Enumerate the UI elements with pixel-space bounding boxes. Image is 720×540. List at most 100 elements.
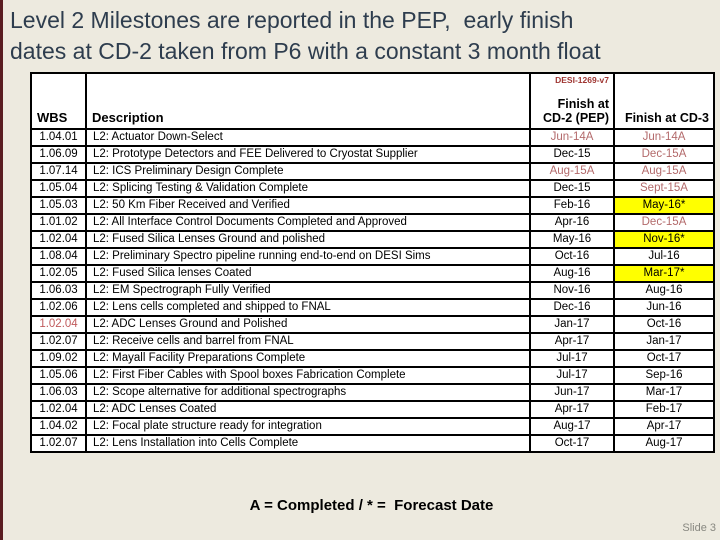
cd3-date-cell: Oct-16 (613, 315, 715, 334)
wbs-cell: 1.06.03 (30, 383, 87, 402)
milestones-table: WBS Description DESI-1269-v7 Finish at C… (30, 72, 715, 453)
table-row: 1.06.03 L2: EM Spectrograph Fully Verifi… (30, 281, 715, 300)
cd3-date-cell: Jun-14A (613, 128, 715, 147)
table-row: 1.04.01 L2: Actuator Down-Select Jun-14A… (30, 128, 715, 147)
cd2-date-cell: Dec-16 (529, 298, 615, 317)
cd2-date-cell: Apr-16 (529, 213, 615, 232)
table-row: 1.05.03 L2: 50 Km Fiber Received and Ver… (30, 196, 715, 215)
header-cd2: DESI-1269-v7 Finish at CD-2 (PEP) (529, 72, 615, 130)
description-cell: L2: Prototype Detectors and FEE Delivere… (85, 145, 531, 164)
wbs-cell: 1.08.04 (30, 247, 87, 266)
description-cell: L2: Focal plate structure ready for inte… (85, 417, 531, 436)
slide-number: Slide 3 (682, 522, 716, 534)
table-row: 1.09.02 L2: Mayall Facility Preparations… (30, 349, 715, 368)
cd3-date-cell: Aug-17 (613, 434, 715, 453)
cd2-date-cell: Jan-17 (529, 315, 615, 334)
cd3-date-cell: Mar-17* (613, 264, 715, 283)
cd2-date-cell: Jun-14A (529, 128, 615, 147)
table-body: 1.04.01 L2: Actuator Down-Select Jun-14A… (30, 128, 715, 453)
cd3-date-cell: Apr-17 (613, 417, 715, 436)
table-row: 1.06.09 L2: Prototype Detectors and FEE … (30, 145, 715, 164)
wbs-cell: 1.06.09 (30, 145, 87, 164)
doc-ref-label: DESI-1269-v7 (555, 75, 609, 85)
slide-title-line-2: dates at CD-2 taken from P6 with a const… (10, 38, 601, 64)
cd2-date-cell: Nov-16 (529, 281, 615, 300)
description-cell: L2: 50 Km Fiber Received and Verified (85, 196, 531, 215)
table-row: 1.07.14 L2: ICS Preliminary Design Compl… (30, 162, 715, 181)
wbs-cell: 1.02.05 (30, 264, 87, 283)
cd3-date-cell: Jul-16 (613, 247, 715, 266)
table-row: 1.02.06 L2: Lens cells completed and shi… (30, 298, 715, 317)
cd3-date-cell: Sept-15A (613, 179, 715, 198)
header-cd2-label: Finish at CD-2 (PEP) (543, 97, 609, 125)
table-row: 1.05.04 L2: Splicing Testing & Validatio… (30, 179, 715, 198)
table-row: 1.01.02 L2: All Interface Control Docume… (30, 213, 715, 232)
wbs-cell: 1.04.02 (30, 417, 87, 436)
cd3-date-cell: Feb-17 (613, 400, 715, 419)
wbs-cell: 1.02.07 (30, 332, 87, 351)
cd3-date-cell: Nov-16* (613, 230, 715, 249)
table-row: 1.02.04 L2: Fused Silica Lenses Ground a… (30, 230, 715, 249)
description-cell: L2: ICS Preliminary Design Complete (85, 162, 531, 181)
wbs-cell: 1.07.14 (30, 162, 87, 181)
description-cell: L2: Lens Installation into Cells Complet… (85, 434, 531, 453)
description-cell: L2: ADC Lenses Coated (85, 400, 531, 419)
cd2-date-cell: Apr-17 (529, 400, 615, 419)
cd2-date-cell: Oct-17 (529, 434, 615, 453)
description-cell: L2: Lens cells completed and shipped to … (85, 298, 531, 317)
cd3-date-cell: Mar-17 (613, 383, 715, 402)
cd3-date-cell: May-16* (613, 196, 715, 215)
cd3-date-cell: Jan-17 (613, 332, 715, 351)
table-row: 1.02.04 L2: ADC Lenses Coated Apr-17 Feb… (30, 400, 715, 419)
description-cell: L2: Preliminary Spectro pipeline running… (85, 247, 531, 266)
table-row: 1.08.04 L2: Preliminary Spectro pipeline… (30, 247, 715, 266)
wbs-cell: 1.02.04 (30, 230, 87, 249)
wbs-cell: 1.02.06 (30, 298, 87, 317)
wbs-cell: 1.02.07 (30, 434, 87, 453)
wbs-cell: 1.05.06 (30, 366, 87, 385)
description-cell: L2: Fused Silica lenses Coated (85, 264, 531, 283)
description-cell: L2: First Fiber Cables with Spool boxes … (85, 366, 531, 385)
cd3-date-cell: Aug-15A (613, 162, 715, 181)
description-cell: L2: All Interface Control Documents Comp… (85, 213, 531, 232)
wbs-cell: 1.04.01 (30, 128, 87, 147)
table-header-row: WBS Description DESI-1269-v7 Finish at C… (30, 72, 715, 130)
wbs-cell: 1.05.03 (30, 196, 87, 215)
description-cell: L2: Mayall Facility Preparations Complet… (85, 349, 531, 368)
cd2-date-cell: Jun-17 (529, 383, 615, 402)
wbs-cell: 1.05.04 (30, 179, 87, 198)
wbs-cell: 1.02.04 (30, 400, 87, 419)
cd2-date-cell: Jul-17 (529, 349, 615, 368)
slide-title-line-1: Level 2 Milestones are reported in the P… (10, 7, 574, 33)
cd3-date-cell: Jun-16 (613, 298, 715, 317)
cd3-date-cell: Dec-15A (613, 213, 715, 232)
cd3-date-cell: Aug-16 (613, 281, 715, 300)
description-cell: L2: Actuator Down-Select (85, 128, 531, 147)
table-header: WBS Description DESI-1269-v7 Finish at C… (30, 72, 715, 130)
wbs-cell: 1.02.04 (30, 315, 87, 334)
description-cell: L2: Receive cells and barrel from FNAL (85, 332, 531, 351)
wbs-cell: 1.06.03 (30, 281, 87, 300)
legend-text: A = Completed / * = Forecast Date (249, 497, 494, 514)
cd2-date-cell: Jul-17 (529, 366, 615, 385)
cd2-date-cell: Aug-15A (529, 162, 615, 181)
wbs-cell: 1.01.02 (30, 213, 87, 232)
description-cell: L2: Splicing Testing & Validation Comple… (85, 179, 531, 198)
description-cell: L2: Scope alternative for additional spe… (85, 383, 531, 402)
cd3-date-cell: Sep-16 (613, 366, 715, 385)
header-wbs: WBS (30, 72, 87, 130)
description-cell: L2: EM Spectrograph Fully Verified (85, 281, 531, 300)
cd2-date-cell: Oct-16 (529, 247, 615, 266)
header-description: Description (85, 72, 531, 130)
cd2-date-cell: Dec-15 (529, 179, 615, 198)
table-row: 1.02.04 L2: ADC Lenses Ground and Polish… (30, 315, 715, 334)
cd2-date-cell: Aug-16 (529, 264, 615, 283)
table-row: 1.02.05 L2: Fused Silica lenses Coated A… (30, 264, 715, 283)
left-accent-bar (0, 0, 3, 540)
table-row: 1.04.02 L2: Focal plate structure ready … (30, 417, 715, 436)
header-cd3-label: Finish at CD-3 (624, 111, 709, 125)
wbs-cell: 1.09.02 (30, 349, 87, 368)
table-row: 1.02.07 L2: Lens Installation into Cells… (30, 434, 715, 453)
cd3-date-cell: Oct-17 (613, 349, 715, 368)
table-row: 1.05.06 L2: First Fiber Cables with Spoo… (30, 366, 715, 385)
